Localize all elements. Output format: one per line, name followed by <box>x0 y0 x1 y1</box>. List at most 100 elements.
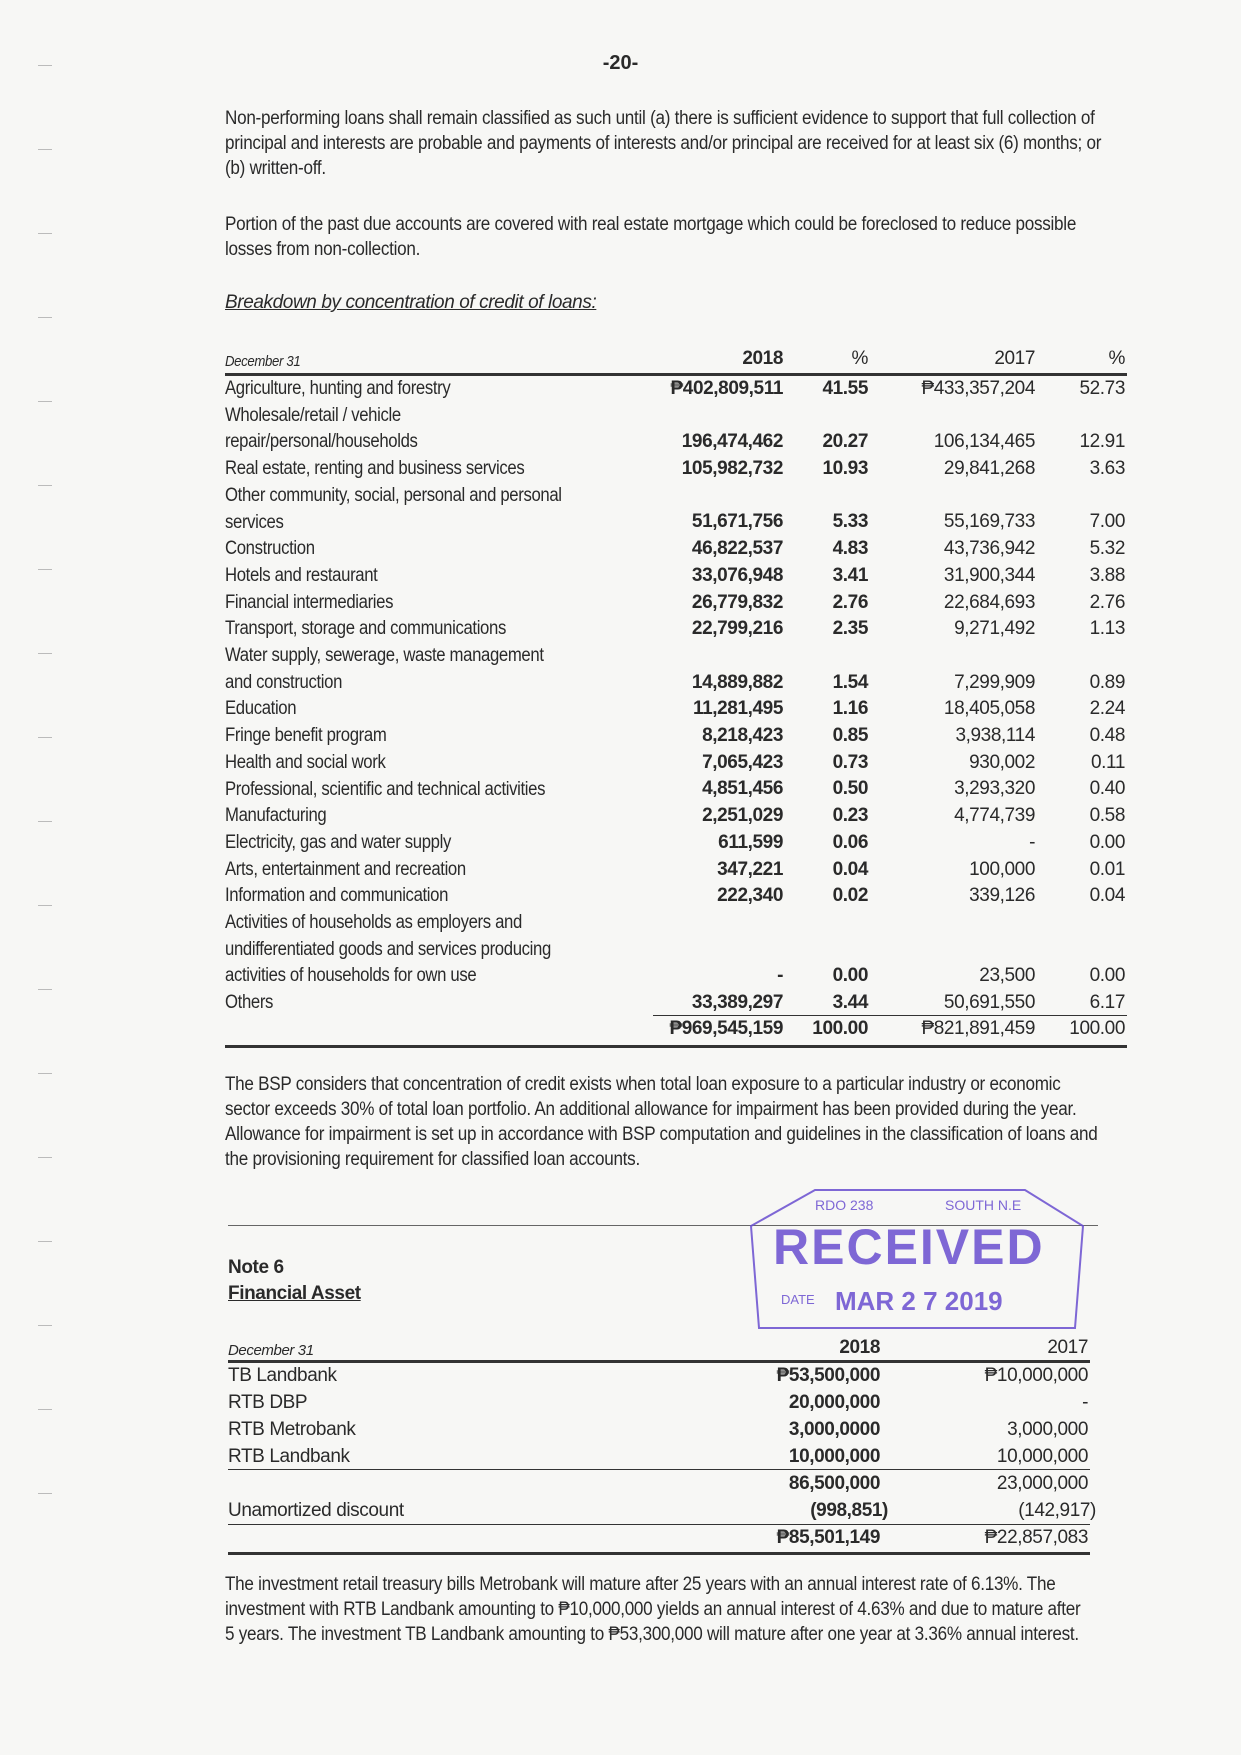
row-label: Wholesale/retail / vehicle repair/persona… <box>225 403 639 456</box>
row-label: Education <box>225 698 297 720</box>
row-label: RTB Metrobank <box>228 1419 356 1440</box>
total-2017: ₱821,891,459 <box>921 1018 1035 1040</box>
table-row: Manufacturing 2,251,029 0.23 4,774,739 0.58 <box>225 803 1125 830</box>
total-divider <box>228 1524 1090 1525</box>
total-underline <box>228 1552 1090 1555</box>
row-label-line: repair/personal/households <box>225 431 418 453</box>
row-label-line: Activities of households as employers an… <box>225 912 522 933</box>
value-2017: 7,299,909 <box>954 671 1035 693</box>
value-2018: 11,281,495 <box>692 698 783 720</box>
pct-2017: 3.88 <box>1089 564 1126 586</box>
value-2018: 14,889,882 <box>691 671 783 693</box>
pct-2018: 10.93 <box>822 458 868 480</box>
pct-2018: 41.55 <box>822 377 868 399</box>
pct-2018: 2.35 <box>832 618 869 640</box>
row-label: Health and social work <box>225 751 386 773</box>
value-2018: 33,076,948 <box>691 564 783 586</box>
value-2018: 20,000,000 <box>788 1392 880 1413</box>
subtotal-2018: 86,500,000 <box>788 1473 880 1494</box>
value-2018: 105,982,732 <box>681 458 784 480</box>
row-label: Arts, entertainment and recreation <box>225 858 466 880</box>
table-row: Arts, entertainment and recreation 347,22… <box>225 857 1125 884</box>
row-label: Water supply, sewerage, waste management… <box>225 643 639 696</box>
table-row: Other community, social, personal and pe… <box>225 483 1125 536</box>
row-label: TB Landbank <box>228 1365 337 1386</box>
note-label: Note 6 <box>228 1257 284 1278</box>
table-row: Professional, scientific and technical a… <box>225 777 1125 804</box>
pct-2017: 0.40 <box>1089 778 1126 800</box>
row-label-line: activities of households for own use <box>225 965 477 987</box>
paragraph-past-due: Portion of the past due accounts are cov… <box>225 214 1077 260</box>
row-label: Hotels and restaurant <box>225 564 378 586</box>
table-row: Transport, storage and communications 22,… <box>225 616 1125 643</box>
margin-mark <box>38 317 52 318</box>
value-2018: 33,389,297 <box>691 992 783 1014</box>
margin-mark <box>38 233 52 234</box>
total-pct-2018: 100.00 <box>812 1018 868 1040</box>
row-label: RTB Landbank <box>228 1446 350 1467</box>
value-2018: - <box>777 965 783 987</box>
table-row: Others 33,389,297 3.44 50,691,550 6.17 <box>225 990 1125 1017</box>
margin-mark <box>38 1157 52 1158</box>
pct-2017: 52.73 <box>1079 377 1125 399</box>
table-row: Water supply, sewerage, waste management… <box>225 643 1125 696</box>
value-2017: 50,691,550 <box>943 992 1035 1014</box>
margin-mark <box>38 1073 52 1074</box>
pct-2018: 3.41 <box>832 564 869 586</box>
header-2018: 2018 <box>742 348 783 370</box>
value-2017: 3,293,320 <box>954 778 1035 800</box>
value-2017: 22,684,693 <box>943 591 1035 613</box>
pct-2018: 0.02 <box>832 885 869 907</box>
value-2018: 8,218,423 <box>702 725 783 747</box>
table-row: RTB Landbank 10,000,000 10,000,000 <box>228 1443 1088 1470</box>
subtotal-2017: 23,000,000 <box>996 1473 1088 1494</box>
pct-2017: 7.00 <box>1089 511 1126 533</box>
stamp-date-label: DATE <box>781 1292 815 1307</box>
value-2018: 611,599 <box>718 831 783 853</box>
margin-mark <box>38 1325 52 1326</box>
value-2018: 26,779,832 <box>691 591 783 613</box>
pct-2017: 12.91 <box>1079 431 1125 453</box>
value-2017: 55,169,733 <box>943 511 1035 533</box>
row-label: Professional, scientific and technical a… <box>225 778 546 800</box>
pct-2018: 5.33 <box>832 511 869 533</box>
pct-2017: 6.17 <box>1089 992 1126 1014</box>
value-2017: 43,736,942 <box>943 538 1035 560</box>
table-row: RTB Metrobank 3,000,0000 3,000,000 <box>228 1416 1088 1443</box>
header-divider <box>228 1360 1090 1363</box>
pct-2018: 0.85 <box>832 725 869 747</box>
table-header: December 31 2018 2017 <box>228 1334 1088 1361</box>
value-2017: 9,271,492 <box>954 618 1035 640</box>
header-2017: 2017 <box>1047 1337 1088 1358</box>
pct-2017: 5.32 <box>1089 538 1126 560</box>
row-label: Manufacturing <box>225 805 327 827</box>
pct-2017: 0.04 <box>1089 885 1126 907</box>
paragraph-bsp: The BSP considers that concentration of … <box>225 1074 1098 1170</box>
header-label: December 31 <box>225 353 301 370</box>
note-title: Financial Asset <box>228 1283 361 1304</box>
pct-2017: 1.13 <box>1089 618 1126 640</box>
value-2018: 4,851,456 <box>702 778 783 800</box>
total-row: ₱85,501,149 ₱22,857,083 <box>228 1524 1089 1551</box>
pct-2018: 0.50 <box>832 778 869 800</box>
header-divider <box>225 373 1127 376</box>
total-2017: ₱22,857,083 <box>984 1527 1089 1548</box>
table-row: Electricity, gas and water supply 611,599… <box>225 830 1125 857</box>
pct-2018: 20.27 <box>822 431 868 453</box>
total-2018: ₱85,501,149 <box>776 1527 881 1548</box>
value-2018: 222,340 <box>717 885 783 907</box>
discount-row: Unamortized discount (998,851) (142,917) <box>228 1497 1096 1524</box>
margin-mark <box>38 821 52 822</box>
value-2017: 23,500 <box>979 965 1035 987</box>
margin-mark <box>38 1493 52 1494</box>
pct-2017: 2.76 <box>1089 591 1126 613</box>
value-2018: 22,799,216 <box>691 618 783 640</box>
value-2018: 7,065,423 <box>702 751 783 773</box>
row-label: Electricity, gas and water supply <box>225 831 451 853</box>
pct-2018: 1.54 <box>832 671 869 693</box>
margin-mark <box>38 485 52 486</box>
value-2017: ₱10,000,000 <box>984 1365 1089 1386</box>
section-divider <box>228 1225 1098 1226</box>
value-2017: 3,938,114 <box>955 725 1035 747</box>
page-number: -20- <box>602 52 639 74</box>
